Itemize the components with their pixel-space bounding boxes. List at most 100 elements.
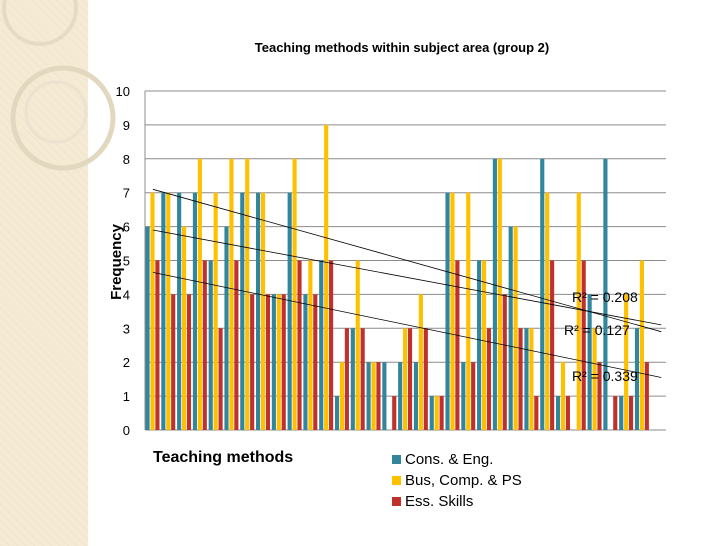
bar (276, 294, 281, 430)
trendline (152, 229, 662, 326)
bar (619, 396, 624, 430)
bar (455, 260, 460, 430)
y-tick-label: 4 (123, 287, 130, 302)
bar (565, 396, 570, 430)
bar (334, 396, 340, 430)
bar (182, 226, 187, 430)
bar (450, 192, 455, 430)
bar (271, 294, 276, 430)
y-tick-label: 3 (123, 321, 130, 336)
legend-label: Bus, Comp. & PS (405, 472, 522, 489)
bar (192, 192, 197, 430)
bar (560, 362, 566, 430)
y-axis: 0 1 2 3 4 5 6 7 8 9 10 (116, 84, 146, 438)
bar (197, 158, 202, 431)
bar (150, 192, 155, 430)
bar (218, 328, 223, 430)
bar (481, 260, 487, 430)
bar (145, 226, 150, 430)
bar (603, 158, 608, 431)
legend-swatch (392, 455, 401, 464)
bar (545, 192, 550, 430)
bar (324, 124, 329, 431)
decorative-ring (2, 0, 78, 46)
bar (502, 294, 507, 430)
y-tick-label: 7 (123, 186, 130, 201)
bar (234, 260, 239, 430)
bar (429, 396, 434, 430)
bar (366, 362, 371, 430)
bar (423, 328, 428, 430)
bar (350, 328, 355, 430)
bar (418, 294, 423, 430)
bar (492, 158, 497, 431)
bar (524, 328, 529, 430)
legend: Cons. & Eng. Bus, Comp. & PS Ess. Skills (392, 449, 522, 512)
bar (245, 158, 250, 431)
bar (477, 260, 482, 430)
bar (155, 260, 160, 430)
bar (508, 226, 513, 430)
bar (518, 328, 523, 430)
bar (313, 294, 318, 430)
decorative-side-strip (0, 0, 88, 546)
bar (471, 362, 476, 430)
bar (461, 362, 466, 430)
bar (624, 294, 629, 430)
bar (371, 362, 376, 430)
legend-item-ess-skills: Ess. Skills (392, 491, 522, 512)
trendline (152, 188, 662, 333)
legend-swatch (392, 476, 401, 485)
bar (628, 396, 634, 430)
legend-item-cons-eng: Cons. & Eng. (392, 449, 522, 470)
bar (161, 192, 166, 430)
bar (581, 260, 586, 430)
legend-swatch (392, 497, 401, 506)
y-tick-label: 0 (123, 423, 130, 438)
y-tick-label: 6 (123, 220, 130, 235)
bar (382, 362, 387, 430)
bar (534, 396, 539, 430)
decorative-rings (2, 0, 116, 171)
bar (613, 396, 618, 430)
y-tick-label: 9 (123, 118, 130, 133)
bar (355, 260, 360, 430)
bar (287, 192, 292, 430)
bar (392, 396, 397, 430)
bar (339, 362, 345, 430)
y-tick-label: 5 (123, 254, 130, 269)
bar (434, 396, 439, 430)
bar (639, 260, 644, 430)
decorative-ring (24, 80, 88, 144)
bar (403, 328, 408, 430)
r2-label: R² = 0.127 (564, 322, 630, 338)
bar (186, 294, 192, 430)
bar (171, 294, 176, 430)
legend-item-bus-comp-ps: Bus, Comp. & PS (392, 470, 522, 491)
y-tick-label: 8 (123, 152, 130, 167)
trendline (152, 271, 662, 378)
bar (229, 158, 234, 431)
bars (145, 124, 649, 431)
bar (439, 396, 444, 430)
bar (166, 192, 171, 430)
decorative-ring (10, 65, 116, 171)
bar (413, 362, 419, 430)
y-tick-label: 2 (123, 355, 130, 370)
bar (265, 294, 271, 430)
bar (597, 362, 602, 430)
y-axis-label: Frequency (108, 223, 125, 300)
bar (250, 294, 255, 430)
trendlines: R² = 0.127 R² = 0.208 R² = 0.339 (152, 188, 662, 384)
bar (292, 158, 297, 431)
bar (303, 294, 308, 430)
bar (213, 192, 218, 430)
bar (513, 226, 518, 430)
bar (281, 294, 286, 430)
y-tick-label: 10 (116, 84, 130, 99)
bar (202, 260, 207, 430)
bar (297, 260, 302, 430)
chart-title: Teaching methods within subject area (gr… (255, 40, 549, 55)
bar (260, 192, 266, 430)
